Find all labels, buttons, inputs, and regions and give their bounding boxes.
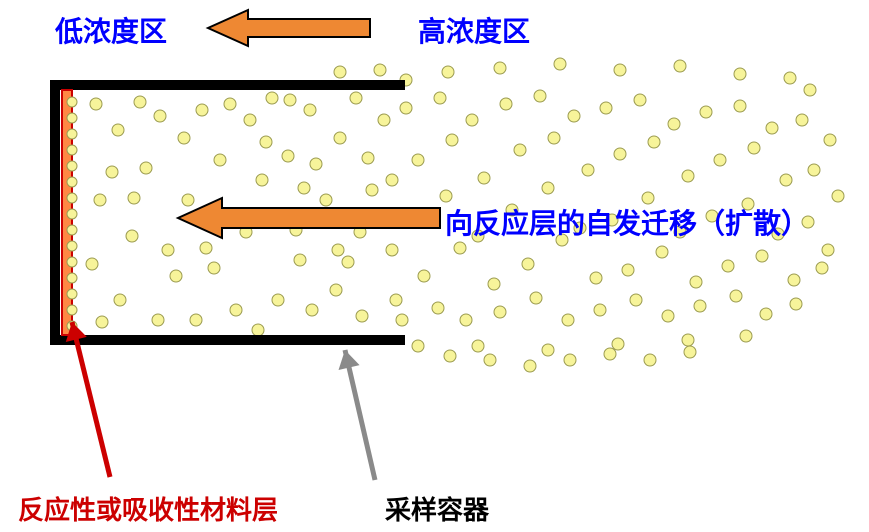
label-high-concentration: 高浓度区 — [418, 10, 530, 50]
adsorbed-particle — [67, 193, 77, 203]
adsorbed-particle — [67, 241, 77, 251]
label-low-concentration: 低浓度区 — [55, 10, 167, 50]
adsorbed-particle — [67, 113, 77, 123]
adsorbed-particle — [67, 161, 77, 171]
adsorbed-particle — [67, 209, 77, 219]
adsorbed-particle — [67, 145, 77, 155]
adsorbed-particle — [67, 273, 77, 283]
label-diffusion: 向反应层的自发迁移（扩散） — [445, 202, 809, 242]
label-reactive-layer: 反应性或吸收性材料层 — [18, 490, 278, 527]
adsorbed-particle — [67, 225, 77, 235]
adsorbed-particle — [67, 305, 77, 315]
adsorbed-particle — [67, 257, 77, 267]
adsorbed-particle — [67, 97, 77, 107]
diagram-canvas — [0, 0, 869, 527]
adsorbed-particle — [67, 289, 77, 299]
adsorbed-particle — [67, 129, 77, 139]
label-container: 采样容器 — [385, 490, 489, 527]
adsorbed-particle — [67, 177, 77, 187]
